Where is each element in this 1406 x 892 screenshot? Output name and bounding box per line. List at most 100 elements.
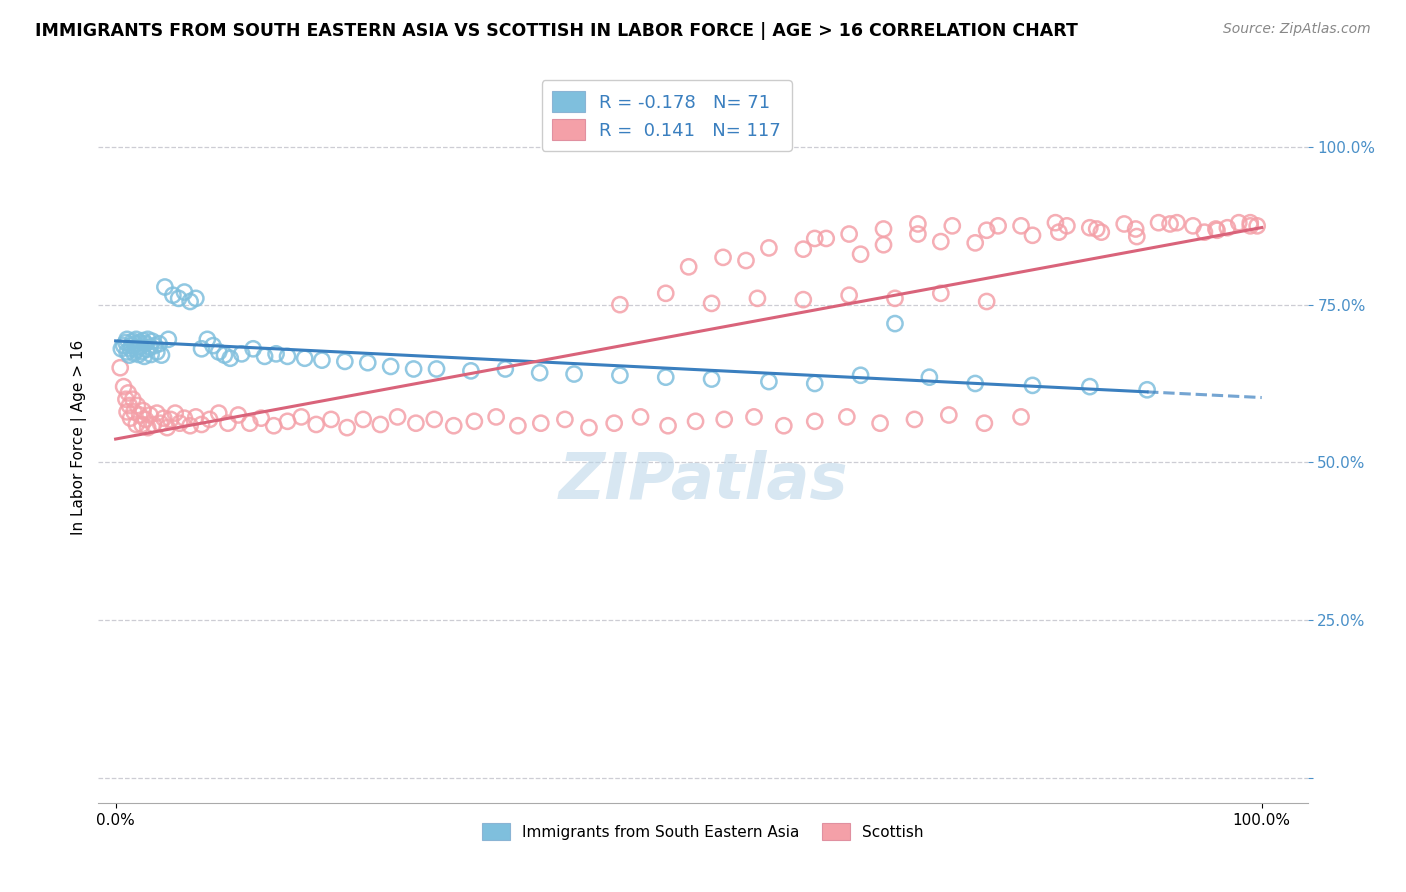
Point [159, 412, 181, 426]
Point [190, 342, 212, 356]
Y-axis label: In Labor Force | Age > 16: In Labor Force | Age > 16 [72, 340, 87, 534]
Point [1194, 225, 1216, 239]
Point [139, 408, 162, 422]
Point [603, 416, 626, 430]
Point [253, 350, 276, 364]
Point [907, 217, 929, 231]
Point [803, 376, 825, 391]
Point [112, 338, 135, 352]
Point [165, 406, 187, 420]
Point [835, 409, 858, 424]
Point [294, 351, 316, 366]
Text: IMMIGRANTS FROM SOUTH EASTERN ASIA VS SCOTTISH IN LABOR FORCE | AGE > 16 CORRELA: IMMIGRANTS FROM SOUTH EASTERN ASIA VS SC… [35, 22, 1078, 40]
Point [219, 351, 242, 366]
Point [118, 399, 141, 413]
Point [141, 334, 163, 349]
Point [139, 340, 162, 354]
Point [128, 335, 150, 350]
Point [122, 405, 145, 419]
Point [152, 411, 174, 425]
Point [938, 408, 960, 422]
Point [264, 347, 287, 361]
Point [134, 350, 156, 364]
Point [136, 420, 159, 434]
Point [135, 343, 157, 357]
Point [1181, 219, 1204, 233]
Point [142, 417, 165, 432]
Point [747, 291, 769, 305]
Point [463, 414, 485, 428]
Point [485, 409, 508, 424]
Point [134, 336, 156, 351]
Point [869, 416, 891, 430]
Point [311, 353, 333, 368]
Point [208, 345, 231, 359]
Point [250, 411, 273, 425]
Point [423, 412, 446, 426]
Point [120, 411, 142, 425]
Point [1125, 222, 1147, 236]
Point [127, 341, 149, 355]
Point [117, 386, 139, 401]
Legend: Immigrants from South Eastern Asia, Scottish: Immigrants from South Eastern Asia, Scot… [477, 816, 929, 847]
Point [128, 347, 150, 361]
Point [758, 375, 780, 389]
Point [110, 342, 132, 356]
Point [792, 293, 814, 307]
Point [903, 412, 925, 426]
Text: ZIPatlas: ZIPatlas [558, 450, 848, 512]
Point [1021, 228, 1043, 243]
Point [965, 376, 987, 391]
Point [872, 222, 894, 236]
Point [772, 418, 794, 433]
Point [655, 370, 678, 384]
Point [941, 219, 963, 233]
Point [1114, 217, 1136, 231]
Point [554, 412, 576, 426]
Point [838, 227, 860, 241]
Point [277, 414, 299, 428]
Point [1078, 220, 1101, 235]
Point [907, 227, 929, 241]
Point [157, 332, 180, 346]
Point [678, 260, 700, 274]
Point [402, 362, 425, 376]
Point [153, 280, 176, 294]
Point [713, 412, 735, 426]
Point [125, 343, 148, 357]
Point [443, 418, 465, 433]
Point [305, 417, 328, 432]
Point [242, 342, 264, 356]
Point [333, 354, 356, 368]
Point [263, 418, 285, 433]
Point [460, 364, 482, 378]
Point [169, 416, 191, 430]
Point [319, 412, 342, 426]
Point [1090, 225, 1112, 239]
Point [146, 406, 169, 420]
Point [976, 223, 998, 237]
Point [112, 379, 135, 393]
Point [148, 336, 170, 351]
Point [1239, 216, 1261, 230]
Point [136, 332, 159, 346]
Point [239, 416, 262, 430]
Point [132, 334, 155, 348]
Point [357, 356, 380, 370]
Point [387, 409, 409, 424]
Point [149, 416, 172, 430]
Point [179, 294, 201, 309]
Point [150, 348, 173, 362]
Point [1246, 219, 1268, 233]
Point [214, 348, 236, 362]
Point [156, 420, 179, 434]
Point [973, 416, 995, 430]
Point [758, 241, 780, 255]
Point [352, 412, 374, 426]
Point [1206, 223, 1229, 237]
Point [226, 408, 249, 422]
Point [118, 348, 141, 362]
Point [929, 235, 952, 249]
Point [711, 251, 734, 265]
Point [1126, 229, 1149, 244]
